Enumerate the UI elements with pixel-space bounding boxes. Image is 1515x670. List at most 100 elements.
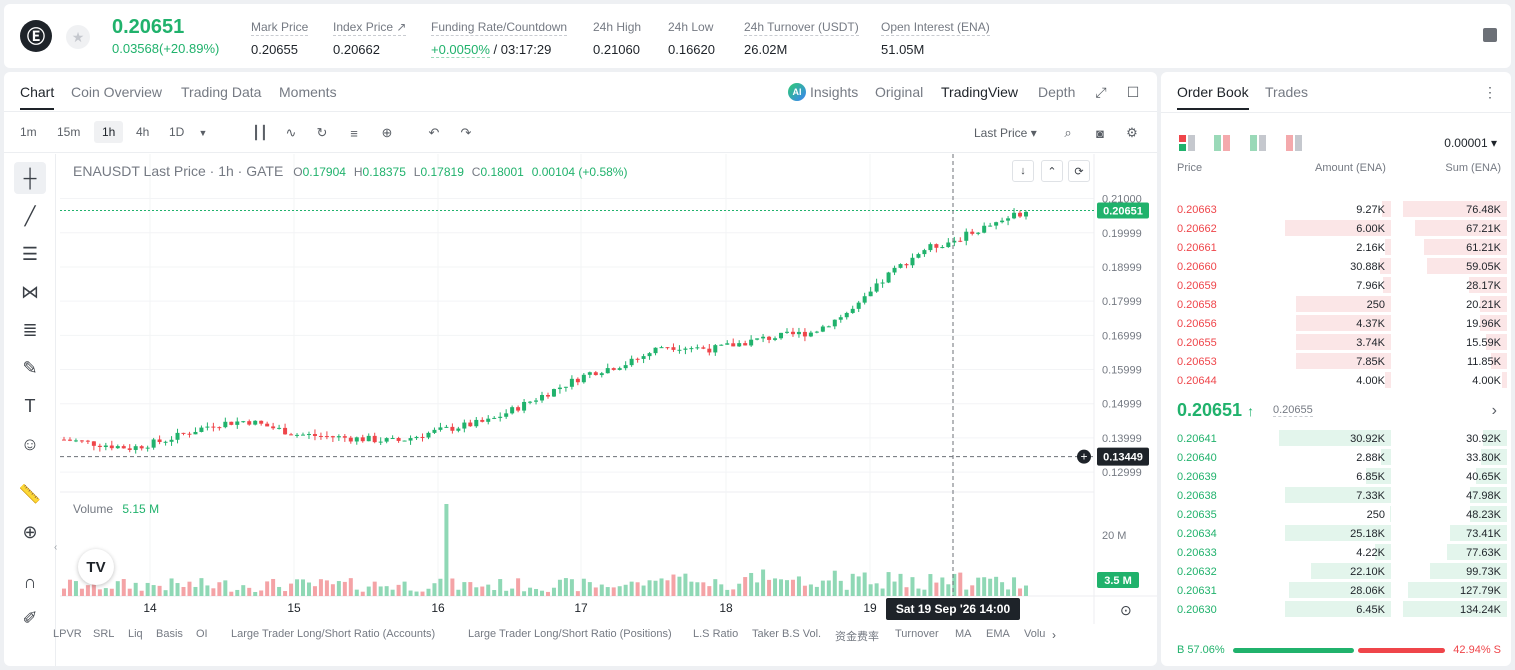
indicator-6[interactable]: Large Trader Long/Short Ratio (Positions… [468, 628, 672, 640]
bid-row[interactable]: 0.20634 25.18K 73.41K [1161, 524, 1511, 543]
indicator-3[interactable]: Basis [156, 628, 183, 640]
window-icon[interactable]: ☐ [1126, 83, 1140, 100]
timeframe-1d[interactable]: 1D [169, 125, 185, 139]
stat-funding-rate[interactable]: Funding Rate/Countdown +0.0050% / 03:17:… [431, 20, 568, 58]
indicator-11[interactable]: MA [955, 628, 972, 640]
indicator-7[interactable]: L.S Ratio [693, 628, 739, 640]
ask-row[interactable]: 0.20662 6.00K 67.21K [1161, 219, 1511, 238]
mode-split-icon[interactable] [1214, 135, 1230, 151]
scroll-down-icon[interactable]: ↓ [1012, 160, 1034, 182]
ask-row[interactable]: 0.20656 4.37K 19.96K [1161, 314, 1511, 333]
indicator-13[interactable]: Volu [1024, 628, 1046, 640]
indicator-2[interactable]: Liq [128, 628, 143, 640]
templates-icon[interactable]: ≡ [350, 125, 358, 141]
stat-open-interest[interactable]: Open Interest (ENA) 51.05M [881, 20, 990, 57]
ask-row[interactable]: 0.20660 30.88K 59.05K [1161, 257, 1511, 276]
replay-icon[interactable]: ↻ [316, 125, 328, 140]
search-icon[interactable]: ⌕ [1064, 125, 1072, 140]
ask-row[interactable]: 0.20655 3.74K 15.59K [1161, 333, 1511, 352]
timeframe-4h[interactable]: 4h [136, 125, 150, 139]
indicator-bar: LPVR SRL Liq Basis OI Large Trader Long/Short… [53, 624, 1157, 648]
ask-row[interactable]: 0.20659 7.96K 28.17K [1161, 276, 1511, 295]
mode-bids-icon[interactable] [1250, 135, 1266, 151]
stat-index-price[interactable]: Index Price ↗ 0.20662 [333, 20, 407, 57]
indicator-scroll-right-icon[interactable]: › [1052, 628, 1056, 642]
expand-icon[interactable]: ⤢ [1095, 83, 1107, 100]
indicator-5[interactable]: Large Trader Long/Short Ratio (Accounts) [231, 628, 436, 640]
guide-book-icon[interactable] [1483, 28, 1497, 42]
precision-select[interactable]: 0.00001 ▾ [1444, 136, 1497, 150]
crosshair-icon[interactable]: ┼ [14, 162, 46, 194]
text-tool-icon[interactable]: T [24, 395, 36, 416]
timeframe-dropdown-icon[interactable]: ▼ [198, 128, 208, 138]
tab-order-book[interactable]: Order Book [1177, 84, 1249, 110]
chevron-right-icon[interactable]: › [1491, 402, 1497, 419]
mid-mark-price[interactable]: 0.20655 [1273, 404, 1313, 417]
collapse-arrow-icon[interactable]: ‹ [54, 542, 58, 553]
bid-row[interactable]: 0.20630 6.45K 134.24K [1161, 600, 1511, 619]
ask-row[interactable]: 0.20644 4.00K 4.00K [1161, 371, 1511, 390]
view-original[interactable]: Original [875, 84, 924, 100]
favorite-star-icon[interactable]: ★ [66, 25, 90, 49]
timeframe-1h[interactable]: 1h [94, 121, 124, 143]
bid-row[interactable]: 0.20635 250 48.23K [1161, 505, 1511, 524]
reset-chart-icon[interactable]: ⟳ [1068, 160, 1090, 182]
bid-row[interactable]: 0.20639 6.85K 40.65K [1161, 467, 1511, 486]
indicator-10[interactable]: Turnover [895, 628, 939, 640]
ask-row[interactable]: 0.20663 9.27K 76.48K [1161, 200, 1511, 219]
emoji-icon[interactable]: ☺ [20, 433, 40, 454]
indicator-12[interactable]: EMA [986, 628, 1010, 640]
settings-gear-icon[interactable]: ⚙ [1126, 125, 1138, 140]
candle-type-icon[interactable]: ┃┃ [252, 125, 268, 140]
more-options-icon[interactable]: ⋮ [1483, 84, 1497, 100]
indicator-4[interactable]: OI [196, 628, 208, 640]
indicator-8[interactable]: Taker B.S Vol. [752, 628, 822, 640]
timeframe-15m[interactable]: 15m [57, 125, 81, 139]
ask-row[interactable]: 0.20653 7.85K 11.85K [1161, 352, 1511, 371]
pattern-icon[interactable]: ⋈ [21, 281, 39, 302]
tab-coin-overview[interactable]: Coin Overview [71, 84, 163, 100]
redo-icon[interactable]: ↷ [460, 125, 472, 140]
stat-24h-turnover[interactable]: 24h Turnover (USDT) 26.02M [744, 20, 859, 57]
ask-row[interactable]: 0.20661 2.16K 61.21K [1161, 238, 1511, 257]
bid-row[interactable]: 0.20632 22.10K 99.73K [1161, 562, 1511, 581]
tab-moments[interactable]: Moments [279, 84, 337, 100]
indicator-9[interactable]: 资金费率 [835, 631, 879, 643]
horizontal-lines-icon[interactable]: ☰ [21, 243, 39, 264]
camera-icon[interactable]: ◙ [1096, 125, 1104, 141]
time-settings-icon[interactable]: ⊙ [1120, 602, 1132, 618]
view-tradingview[interactable]: TradingView [941, 84, 1019, 100]
stat-mark-price[interactable]: Mark Price 0.20655 [251, 20, 309, 57]
tab-trades[interactable]: Trades [1265, 84, 1309, 100]
bid-row[interactable]: 0.20633 4.22K 77.63K [1161, 543, 1511, 562]
undo-icon[interactable]: ↶ [428, 125, 440, 140]
bid-row[interactable]: 0.20631 28.06K 127.79K [1161, 581, 1511, 600]
tab-trading-data[interactable]: Trading Data [181, 84, 262, 100]
price-type-select[interactable]: Last Price ▾ [974, 126, 1037, 140]
bid-row[interactable]: 0.20638 7.33K 47.98K [1161, 486, 1511, 505]
drawing-toolbar: ┼ ╱ ☰ ⋈ ≣ ✎ T ☺ 📏 ⊕ ∩ ✐ [4, 154, 56, 666]
view-depth[interactable]: Depth [1038, 84, 1076, 100]
ruler-icon[interactable]: 📏 [18, 483, 42, 504]
brush-icon[interactable]: ✎ [22, 357, 38, 378]
fib-icon[interactable]: ≣ [22, 319, 38, 340]
indicators-icon[interactable]: ∿ [285, 125, 297, 140]
mode-both-icon[interactable] [1179, 135, 1195, 151]
tab-chart[interactable]: Chart [20, 84, 55, 110]
collapse-icon[interactable]: ⌃ [1041, 160, 1063, 182]
add-indicator-icon[interactable]: ⊕ [381, 125, 393, 140]
timeframe-1m[interactable]: 1m [20, 125, 37, 139]
ask-row[interactable]: 0.20658 250 20.21K [1161, 295, 1511, 314]
trend-line-icon[interactable]: ╱ [24, 205, 36, 226]
candlestick-chart[interactable]: 0.21000 0.19999 0.18999 0.17999 0.16999 0.159… [53, 154, 1157, 666]
zoom-in-icon[interactable]: ⊕ [22, 521, 38, 542]
indicator-1[interactable]: SRL [93, 628, 115, 640]
bid-row[interactable]: 0.20640 2.88K 33.80K [1161, 448, 1511, 467]
indicator-0[interactable]: LPVR [53, 628, 82, 640]
mode-asks-icon[interactable] [1286, 135, 1302, 151]
bid-row[interactable]: 0.20641 30.92K 30.92K [1161, 429, 1511, 448]
view-insights[interactable]: Insights [810, 84, 859, 100]
magnet-icon[interactable]: ∩ [23, 571, 37, 592]
pencil-icon[interactable]: ✐ [22, 607, 38, 628]
chart-panel: Chart Coin Overview Trading Data Moments… [4, 72, 1157, 666]
